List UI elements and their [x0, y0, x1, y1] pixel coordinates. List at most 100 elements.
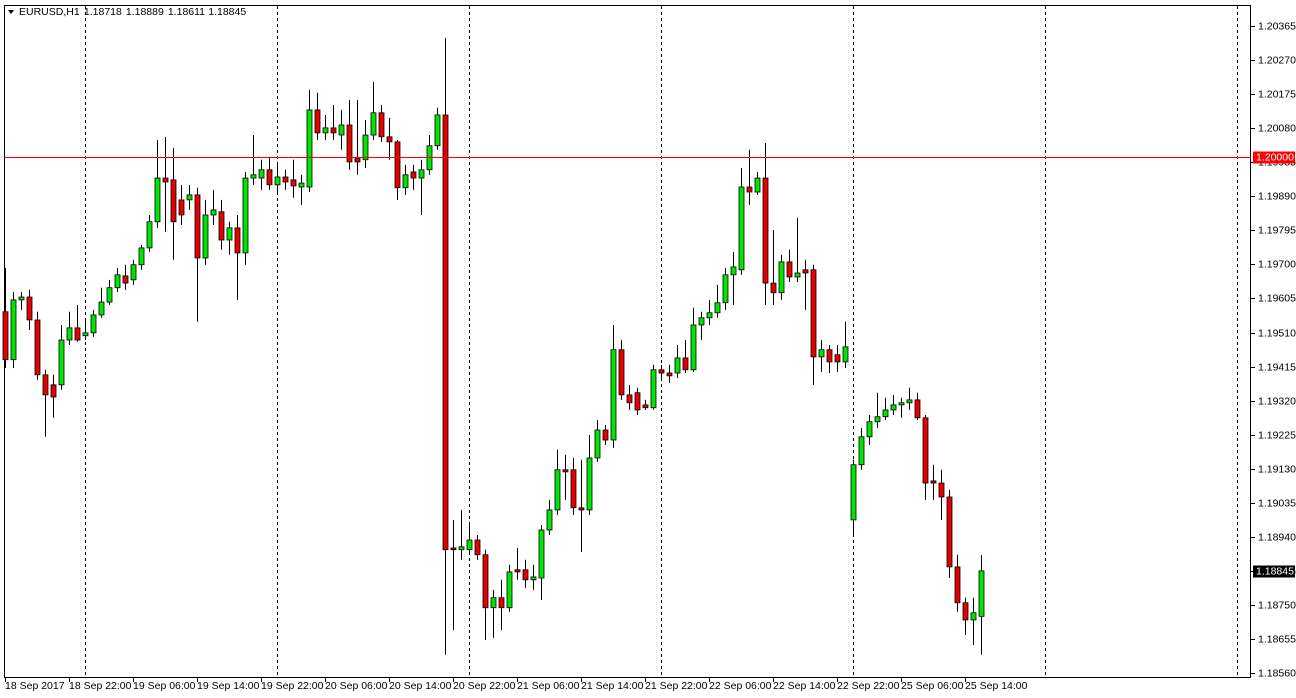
candle-body — [138, 247, 145, 266]
candle-body — [474, 539, 481, 556]
candle-body — [930, 480, 937, 484]
candle-body — [946, 496, 953, 568]
candle-body — [730, 266, 737, 276]
candle-body — [122, 275, 129, 284]
candle-body — [170, 179, 177, 223]
candle-body — [210, 209, 217, 216]
candle-body — [266, 169, 273, 186]
x-tick-label: 22 Sep 14:00 — [773, 680, 836, 692]
x-tick-label: 19 Sep 22:00 — [261, 680, 324, 692]
candle-body — [794, 272, 801, 278]
candle-body — [306, 109, 313, 188]
candle-body — [690, 324, 697, 371]
candle-body — [698, 317, 705, 326]
candle-body — [490, 597, 497, 609]
candle-body — [882, 409, 889, 418]
x-tick-label: 22 Sep 22:00 — [837, 680, 900, 692]
candle-body — [562, 469, 569, 473]
candle-body — [770, 282, 777, 294]
candle-body — [786, 261, 793, 278]
candle-body — [602, 429, 609, 441]
candle-body — [658, 369, 665, 374]
candle-body — [346, 124, 353, 163]
candle-body — [338, 124, 345, 136]
menu-triangle — [8, 10, 14, 14]
candle-body — [226, 227, 233, 241]
candle-body — [378, 112, 385, 138]
candle-body — [682, 357, 689, 371]
candle-body — [82, 332, 89, 337]
candle-body — [186, 194, 193, 201]
x-tick-label: 22 Sep 06:00 — [709, 680, 772, 692]
candle-body — [354, 157, 361, 163]
candle-body — [434, 114, 441, 147]
candle-body — [674, 357, 681, 374]
y-tick-label: 1.18940 — [1258, 531, 1296, 543]
candle-body — [530, 576, 537, 581]
x-tick-label: 20 Sep 22:00 — [453, 680, 516, 692]
candle-body — [714, 302, 721, 314]
candle-body — [66, 327, 73, 341]
candle-body — [442, 114, 449, 551]
candle-body — [954, 566, 961, 604]
y-tick-label: 1.19320 — [1258, 395, 1296, 407]
candle-body — [418, 169, 425, 179]
candle-body — [370, 112, 377, 136]
candle-body — [114, 274, 121, 289]
candle-body — [234, 227, 241, 254]
candle-body — [610, 349, 617, 441]
candle-body — [498, 597, 505, 609]
x-tick-label: 25 Sep 06:00 — [901, 680, 964, 692]
y-tick-label: 1.19510 — [1258, 327, 1296, 339]
candle-body — [970, 612, 977, 621]
candle-body — [802, 269, 809, 274]
candle-body — [386, 136, 393, 143]
candle-body — [578, 507, 585, 511]
candle-body — [410, 171, 417, 179]
y-tick-label: 1.18750 — [1258, 599, 1296, 611]
candle-body — [178, 199, 185, 216]
x-tick-label: 18 Sep 22:00 — [69, 680, 132, 692]
candle-body — [810, 269, 817, 358]
candle-body — [162, 177, 169, 183]
candle-body — [450, 547, 457, 551]
candle-body — [850, 464, 857, 521]
y-tick-label: 1.18655 — [1258, 633, 1296, 645]
x-tick-label: 20 Sep 14:00 — [389, 680, 452, 692]
candle-body — [594, 429, 601, 459]
candle-body — [706, 312, 713, 319]
candle-body — [298, 182, 305, 188]
candle-body — [154, 177, 161, 223]
candle-body — [522, 569, 529, 581]
candle-body — [18, 296, 25, 301]
header-high: 1.18889 — [126, 6, 164, 18]
candle-body — [874, 416, 881, 423]
candle-body — [98, 301, 105, 316]
candle-body — [642, 404, 649, 409]
candle-body — [754, 177, 761, 193]
candle-body — [2, 311, 9, 361]
candle-body — [914, 399, 921, 419]
candle-body — [898, 402, 905, 406]
candle-body — [834, 354, 841, 363]
header-close: 1.18845 — [208, 6, 246, 18]
candle-body — [842, 346, 849, 363]
x-tick-label: 18 Sep 2017 — [5, 680, 65, 692]
candle-body — [962, 602, 969, 621]
candle-body — [738, 186, 745, 271]
candle-body — [626, 394, 633, 404]
candle-body — [906, 399, 913, 404]
candle-body — [826, 349, 833, 363]
candle-body — [330, 127, 337, 134]
candle-body — [194, 194, 201, 259]
symbol: EURUSD,H1 — [19, 6, 80, 18]
price-label-box — [1253, 565, 1295, 578]
candle-body — [74, 327, 81, 341]
y-tick-label: 1.20175 — [1258, 88, 1296, 100]
x-tick-label: 21 Sep 06:00 — [517, 680, 580, 692]
x-tick-label: 20 Sep 06:00 — [325, 680, 388, 692]
x-tick-label: 19 Sep 06:00 — [133, 680, 196, 692]
candle-body — [290, 179, 297, 187]
